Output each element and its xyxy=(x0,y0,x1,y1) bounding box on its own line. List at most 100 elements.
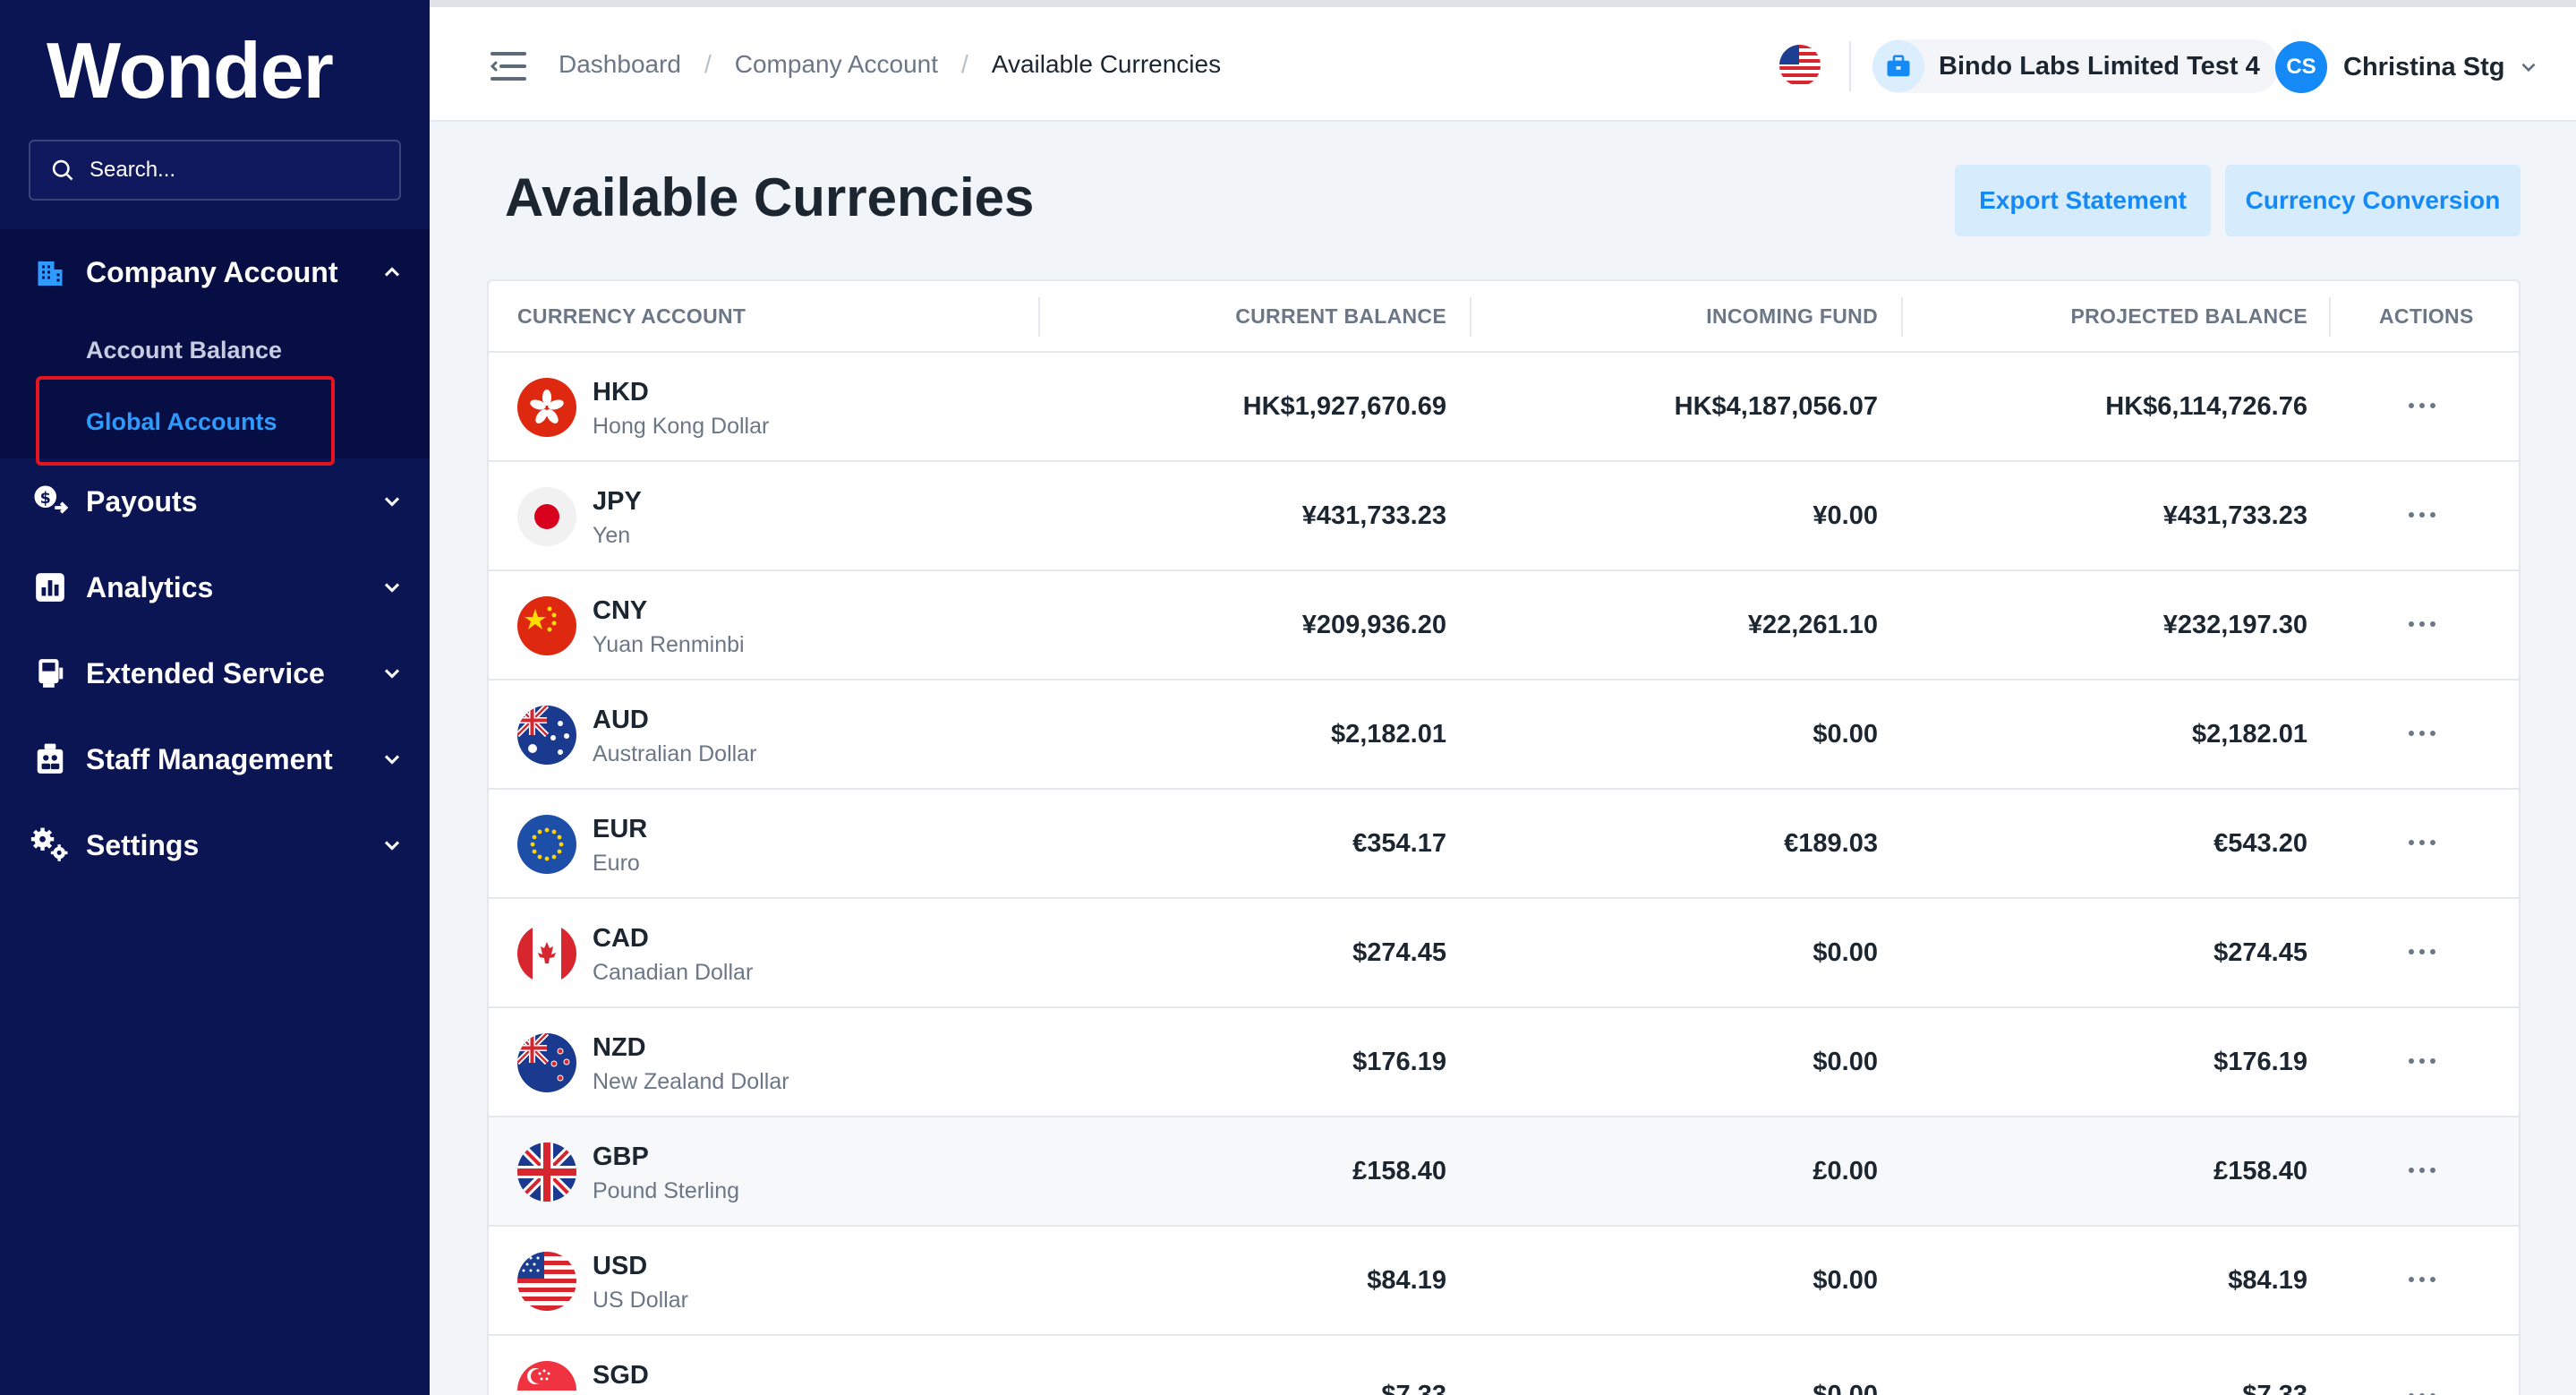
company-name: Bindo Labs Limited Test 4 xyxy=(1939,51,2260,81)
breadcrumb-separator: / xyxy=(704,50,712,78)
breadcrumb-dashboard[interactable]: Dashboard xyxy=(559,50,681,78)
projected-balance: $84.19 xyxy=(2228,1266,2307,1295)
flag-eu-icon xyxy=(517,815,576,874)
table-header: CURRENCY ACCOUNT CURRENT BALANCE INCOMIN… xyxy=(489,281,2519,353)
sidebar: Wonder Company Account Account Balance G… xyxy=(0,0,430,1395)
user-menu[interactable]: CS Christina Stg xyxy=(2275,41,2540,93)
incoming-fund: €189.03 xyxy=(1784,829,1878,858)
company-switcher[interactable]: Bindo Labs Limited Test 4 xyxy=(1872,39,2280,93)
incoming-fund: $0.00 xyxy=(1813,1381,1878,1395)
projected-balance: £158.40 xyxy=(2213,1157,2307,1185)
incoming-fund: £0.00 xyxy=(1813,1157,1878,1185)
table-row[interactable]: JPY Yen ¥431,733.23 ¥0.00 ¥431,733.23 xyxy=(489,462,2519,571)
currency-code: GBP xyxy=(593,1143,649,1171)
current-balance: $7.33 xyxy=(1381,1381,1446,1395)
table-row[interactable]: AUD Australian Dollar $2,182.01 $0.00 $2… xyxy=(489,680,2519,790)
chevron-down-icon xyxy=(384,669,400,679)
currency-name: Canadian Dollar xyxy=(593,960,754,985)
flag-ca-icon xyxy=(517,924,576,983)
nav-account-balance[interactable]: Account Balance xyxy=(86,337,283,364)
currency-name: US Dollar xyxy=(593,1288,688,1313)
table-row[interactable]: NZD New Zealand Dollar $176.19 $0.00 $17… xyxy=(489,1008,2519,1117)
nav-payouts[interactable]: $ Payouts xyxy=(0,458,430,544)
currencies-table: CURRENCY ACCOUNT CURRENT BALANCE INCOMIN… xyxy=(487,279,2521,1395)
incoming-fund: ¥0.00 xyxy=(1813,501,1878,530)
more-actions-icon[interactable] xyxy=(2395,611,2449,638)
current-balance: $274.45 xyxy=(1352,938,1446,967)
search-input[interactable] xyxy=(90,158,385,183)
more-actions-icon[interactable] xyxy=(2395,1048,2449,1074)
table-row[interactable]: GBP Pound Sterling £158.40 £0.00 £158.40 xyxy=(489,1117,2519,1227)
more-actions-icon[interactable] xyxy=(2395,938,2449,965)
device-icon xyxy=(30,654,70,693)
col-current-balance: CURRENT BALANCE xyxy=(1235,304,1446,328)
chevron-down-icon xyxy=(384,841,400,851)
nav-company-account[interactable]: Company Account xyxy=(0,229,430,315)
projected-balance: $176.19 xyxy=(2213,1048,2307,1076)
current-balance: $2,182.01 xyxy=(1330,720,1446,749)
chevron-up-icon xyxy=(384,267,400,277)
projected-balance: $274.45 xyxy=(2213,938,2307,967)
nav-global-accounts[interactable]: Global Accounts xyxy=(86,408,277,435)
flag-sg-icon xyxy=(517,1361,576,1395)
nav-analytics[interactable]: Analytics xyxy=(0,544,430,630)
currency-name: Australian Dollar xyxy=(593,741,757,766)
more-actions-icon[interactable] xyxy=(2395,720,2449,747)
currency-code: JPY xyxy=(593,487,642,516)
projected-balance: €543.20 xyxy=(2213,829,2307,858)
table-row[interactable]: HKD Hong Kong Dollar HK$1,927,670.69 HK$… xyxy=(489,353,2519,462)
nav-settings[interactable]: Settings xyxy=(0,802,430,888)
currency-name: Yuan Renminbi xyxy=(593,632,745,657)
table-row[interactable]: EUR Euro €354.17 €189.03 €543.20 xyxy=(489,790,2519,899)
incoming-fund: $0.00 xyxy=(1813,1266,1878,1295)
briefcase-icon xyxy=(1872,40,1924,92)
search-box[interactable] xyxy=(29,140,401,201)
more-actions-icon[interactable] xyxy=(2395,1266,2449,1293)
currency-code: CNY xyxy=(593,596,648,625)
search-icon xyxy=(52,159,73,181)
more-actions-icon[interactable] xyxy=(2395,1157,2449,1184)
nav-staff-management[interactable]: Staff Management xyxy=(0,716,430,802)
col-divider xyxy=(2329,297,2331,337)
menu-icon[interactable] xyxy=(489,48,528,84)
flag-jp-icon xyxy=(517,487,576,546)
export-statement-button[interactable]: Export Statement xyxy=(1955,165,2211,236)
currency-code: EUR xyxy=(593,815,648,843)
nav-analytics-label: Analytics xyxy=(86,570,214,603)
company-account-panel xyxy=(0,229,430,458)
projected-balance: $2,182.01 xyxy=(2191,720,2307,749)
language-flag-us-icon[interactable] xyxy=(1779,45,1821,86)
table-row[interactable]: CNY Yuan Renminbi ¥209,936.20 ¥22,261.10… xyxy=(489,571,2519,680)
flag-hk-icon xyxy=(517,378,576,437)
breadcrumb-company-account[interactable]: Company Account xyxy=(734,50,939,78)
currency-conversion-button[interactable]: Currency Conversion xyxy=(2225,165,2521,236)
nav-extended-service[interactable]: Extended Service xyxy=(0,630,430,716)
analytics-icon xyxy=(30,568,70,607)
col-divider xyxy=(1901,297,1903,337)
currency-name: Yen xyxy=(593,523,631,548)
incoming-fund: HK$4,187,056.07 xyxy=(1674,392,1878,421)
current-balance: ¥209,936.20 xyxy=(1301,611,1446,639)
col-projected-balance: PROJECTED BALANCE xyxy=(2070,304,2307,328)
more-actions-icon[interactable] xyxy=(2395,501,2449,528)
table-row[interactable]: USD US Dollar $84.19 $0.00 $84.19 xyxy=(489,1227,2519,1336)
current-balance: ¥431,733.23 xyxy=(1301,501,1446,530)
incoming-fund: $0.00 xyxy=(1813,938,1878,967)
flag-gb-icon xyxy=(517,1143,576,1202)
currency-code: CAD xyxy=(593,924,649,953)
table-row[interactable]: CAD Canadian Dollar $274.45 $0.00 $274.4… xyxy=(489,899,2519,1008)
current-balance: HK$1,927,670.69 xyxy=(1242,392,1446,421)
more-actions-icon[interactable] xyxy=(2395,1382,2449,1395)
more-actions-icon[interactable] xyxy=(2395,392,2449,419)
nav-payouts-label: Payouts xyxy=(86,484,198,518)
staff-icon xyxy=(30,740,70,779)
current-balance: $84.19 xyxy=(1367,1266,1446,1295)
currency-name: Hong Kong Dollar xyxy=(593,414,770,439)
flag-au-icon xyxy=(517,706,576,765)
table-row[interactable]: SGD $7.33 $0.00 $7.33 xyxy=(489,1336,2519,1395)
user-name: Christina Stg xyxy=(2343,52,2505,81)
projected-balance: HK$6,114,726.76 xyxy=(2105,392,2307,421)
projected-balance: ¥232,197.30 xyxy=(2162,611,2307,639)
more-actions-icon[interactable] xyxy=(2395,829,2449,856)
top-bar: Dashboard / Company Account / Available … xyxy=(430,0,2576,122)
